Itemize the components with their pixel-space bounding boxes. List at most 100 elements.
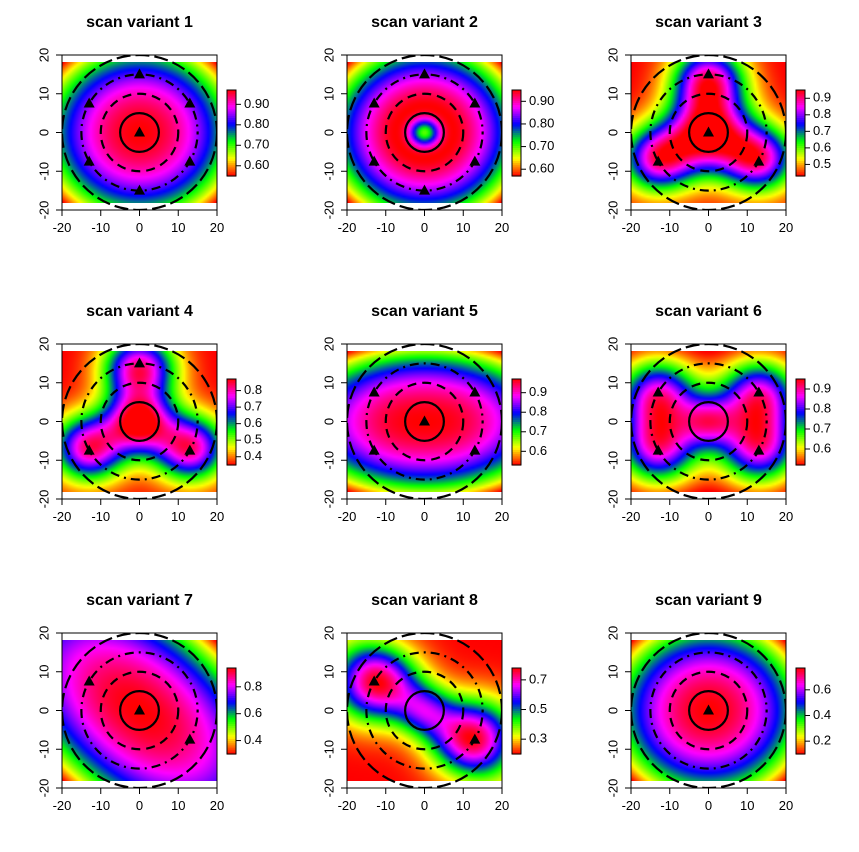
colorbar-swatch [227, 428, 236, 432]
x-tick-label: 20 [779, 509, 793, 524]
x-tick-label: 20 [495, 509, 509, 524]
y-tick-label: 0 [36, 129, 51, 136]
colorbar-swatch [227, 695, 236, 699]
colorbar-swatch [512, 402, 521, 406]
colorbar-swatch [227, 137, 236, 141]
panel-scan-variant-7: scan variant 7 -20 -10 0 10 20 -20 -10 0 10 20 0.4 0… [36, 592, 262, 813]
colorbar-swatch [227, 747, 236, 751]
colorbar-swatch [227, 434, 236, 438]
colorbar-swatch [227, 676, 236, 680]
panel-scan-variant-9: scan variant 9 -20 -10 0 10 20 -20 -10 0 10 20 0.2 0… [605, 592, 831, 813]
colorbar-swatch [796, 454, 805, 457]
colorbar-swatch [227, 687, 236, 691]
colorbar-swatch [512, 678, 521, 682]
y-tick-label: -10 [605, 451, 620, 470]
colorbar-swatch [512, 458, 521, 462]
panel-scan-variant-3: scan variant 3 -20 -10 0 10 20 -20 -10 0 10 20 0.5 0… [605, 14, 831, 235]
colorbar-swatch [512, 432, 521, 436]
colorbar-swatch [512, 387, 521, 391]
coverage-heatmap [631, 351, 786, 492]
colorbar-swatch [796, 158, 805, 162]
sensor-marker-triangle [419, 68, 430, 79]
colorbar-swatch [512, 719, 521, 723]
colorbar-tick-label: 0.9 [529, 384, 547, 399]
y-tick-label: 20 [605, 337, 620, 351]
colorbar-swatch [796, 173, 805, 177]
sensor-marker-triangle [753, 155, 765, 166]
colorbar-swatch [227, 422, 236, 425]
colorbar-swatch [796, 430, 805, 434]
panel-title: scan variant 5 [371, 303, 478, 320]
colorbar-swatch [512, 698, 521, 701]
colorbar-swatch [227, 169, 236, 173]
colorbar-swatch [512, 128, 521, 132]
colorbar-swatch [512, 98, 521, 102]
colorbar-swatch [227, 700, 236, 703]
range-circle-dashed [99, 92, 180, 173]
y-tick-label: -10 [321, 162, 336, 181]
colorbar-swatch [796, 678, 805, 682]
colorbar-swatch [512, 126, 521, 130]
colorbar-swatch [227, 736, 236, 740]
colorbar-swatch [796, 163, 805, 166]
range-circles [347, 344, 502, 499]
colorbar-swatch [227, 415, 236, 419]
colorbar-swatch [227, 713, 236, 716]
x-tick-label: -10 [376, 509, 395, 524]
colorbar-swatch [512, 409, 521, 412]
colorbar-swatch [227, 148, 236, 151]
x-tick-label: 0 [421, 220, 428, 235]
y-tick-label: 20 [36, 48, 51, 62]
colorbar-swatch [227, 111, 236, 115]
colorbar-swatch [512, 383, 521, 387]
colorbar-swatch [796, 139, 805, 143]
colorbar-swatch [796, 117, 805, 121]
colorbar-swatch [512, 381, 521, 384]
x-tick-label: 10 [456, 509, 470, 524]
colorbar-tick-label: 0.9 [813, 90, 831, 105]
colorbar-swatch [512, 715, 521, 719]
colorbar-swatch [227, 398, 236, 402]
colorbar-swatch [796, 426, 805, 430]
x-tick-label: -10 [660, 798, 679, 813]
colorbar-swatch [512, 143, 521, 147]
x-tick-label: -10 [376, 798, 395, 813]
colorbar-swatch [796, 698, 805, 701]
sensor-marker-triangle [469, 155, 481, 166]
colorbar-swatch [227, 135, 236, 138]
panel-title: scan variant 7 [86, 592, 193, 609]
colorbar-swatch [227, 680, 236, 684]
colorbar-swatch [512, 122, 521, 125]
colorbar-swatch [512, 413, 521, 417]
colorbar-swatch [512, 717, 521, 721]
y-tick-label: -10 [605, 162, 620, 181]
colorbar-swatch [796, 404, 805, 408]
y-tick-label: 20 [605, 626, 620, 640]
colorbar-swatch [796, 165, 805, 168]
colorbar-frame [795, 378, 806, 466]
y-tick-label: 10 [321, 376, 336, 390]
colorbar-swatch [796, 700, 805, 703]
sensor-marker-triangle [134, 126, 145, 137]
colorbar-swatch [512, 713, 521, 716]
colorbar-swatch [796, 685, 805, 688]
colorbar-swatch [512, 741, 521, 744]
colorbar-swatch [512, 711, 521, 714]
colorbar-swatch [796, 141, 805, 145]
colorbar-swatch [796, 90, 805, 93]
colorbar-tick-label: 0.4 [244, 448, 262, 463]
colorbar-swatch [227, 711, 236, 714]
colorbar-tick-label: 0.8 [244, 678, 262, 693]
colorbar-swatch [227, 693, 236, 697]
colorbar-swatch [227, 409, 236, 412]
colorbar-swatch [512, 745, 521, 749]
colorbar-swatch [796, 171, 805, 175]
colorbar-swatch [796, 734, 805, 738]
colorbar-swatch [227, 109, 236, 113]
colorbar-swatch [227, 117, 236, 121]
colorbar-swatch [227, 432, 236, 436]
colorbar-tick-label: 0.8 [813, 106, 831, 121]
colorbar-frame [511, 89, 522, 177]
colorbar-swatch [227, 150, 236, 153]
